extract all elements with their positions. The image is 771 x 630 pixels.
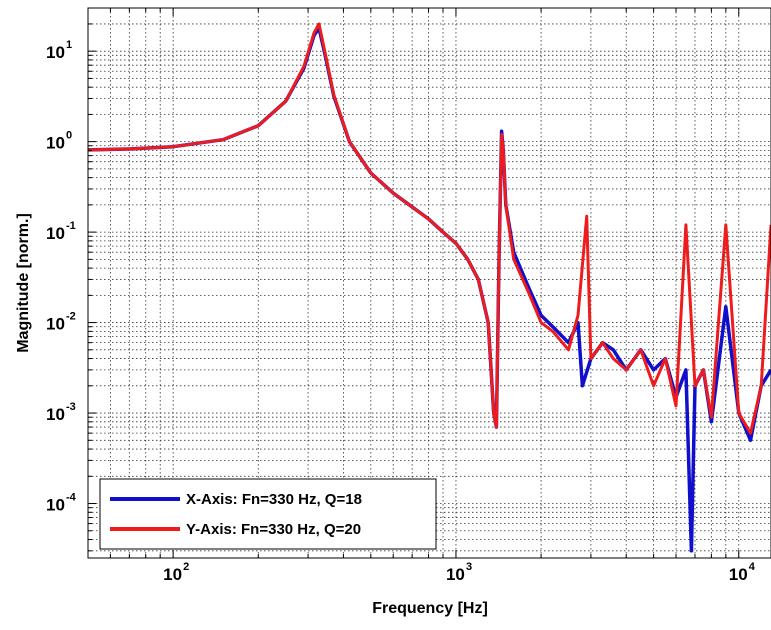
legend-box <box>99 478 437 550</box>
tick-marks <box>87 7 740 558</box>
y-tick-base: 10 <box>46 224 65 243</box>
y-tick-base: 10 <box>46 496 65 515</box>
x-tick-base: 10 <box>729 565 748 584</box>
series-line-y-axis <box>88 22 771 435</box>
x-tick-label: 10 2 <box>163 561 189 584</box>
y-tick-exponent: -2 <box>66 311 76 323</box>
legend-label-y-axis: Y-Axis: Fn=330 Hz, Q=20 <box>186 521 361 538</box>
x-tick-exponent: 4 <box>749 561 756 573</box>
y-tick-exponent: 1 <box>66 39 72 51</box>
x-tick-label: 10 4 <box>729 561 756 584</box>
plot-frame <box>87 7 771 559</box>
y-tick-exponent: -4 <box>66 492 77 504</box>
y-tick-label: 10 -4 <box>46 492 77 515</box>
y-tick-label: 10 1 <box>46 39 72 62</box>
y-tick-label: 10 -2 <box>46 311 76 334</box>
plot-area <box>88 8 771 558</box>
y-tick-label: 10 0 <box>46 130 72 153</box>
series-layer <box>88 22 771 553</box>
y-tick-label: 10 -1 <box>46 220 76 243</box>
x-tick-exponent: 2 <box>183 561 189 573</box>
y-tick-base: 10 <box>46 134 65 153</box>
y-tick-exponent: -1 <box>66 220 76 232</box>
legend-label-x-axis: X-Axis: Fn=330 Hz, Q=18 <box>186 491 362 508</box>
x-tick-label: 10 3 <box>446 561 472 584</box>
y-tick-base: 10 <box>46 315 65 334</box>
y-tick-base: 10 <box>46 43 65 62</box>
y-tick-exponent: -3 <box>66 401 76 413</box>
x-tick-base: 10 <box>163 565 182 584</box>
tick-labels: 10 2 10 3 10 410 110 010 -110 -210 -310 -4 <box>46 39 756 584</box>
y-tick-exponent: 0 <box>66 130 72 142</box>
x-tick-exponent: 3 <box>466 561 472 573</box>
grid <box>87 7 771 558</box>
y-tick-base: 10 <box>46 405 65 424</box>
legend: X-Axis: Fn=330 Hz, Q=18 Y-Axis: Fn=330 H… <box>99 478 437 550</box>
x-axis-label: Frequency [Hz] <box>372 600 488 617</box>
y-tick-label: 10 -3 <box>46 401 76 424</box>
y-axis-label: Magnitude [norm.] <box>15 213 32 353</box>
x-tick-base: 10 <box>446 565 465 584</box>
